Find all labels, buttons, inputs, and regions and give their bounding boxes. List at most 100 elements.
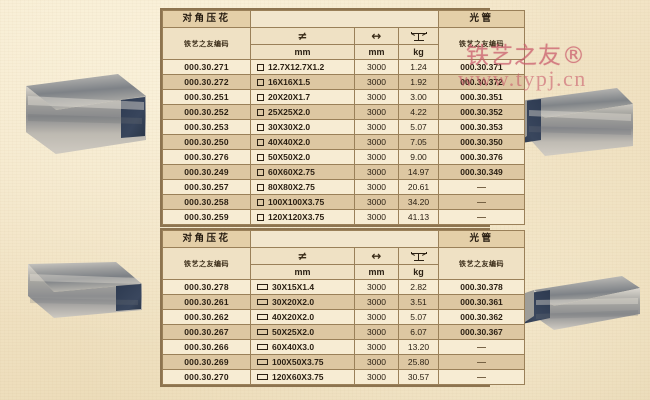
cell-code: 000.30.259 xyxy=(162,209,251,225)
cell-spec-text: 60X40X3.0 xyxy=(272,342,315,352)
header-sub-row: 铁艺之友编码 ≠ ↔ 铁艺之友编码 xyxy=(162,247,526,280)
photo-rect-tube-right xyxy=(510,272,646,358)
cell-weight: 2.82 xyxy=(397,279,440,295)
table-row: 000.30.276 50X50X2.0 3000 9.00 000.30.376 xyxy=(162,149,526,165)
cell-spec: 50X50X2.0 xyxy=(250,149,355,165)
rect-profile-icon xyxy=(257,314,268,321)
header-group-embossed: 对角压花 xyxy=(162,10,251,28)
square-profile-icon xyxy=(257,138,264,146)
header-code-label: 铁艺之友编码 xyxy=(162,27,251,60)
header-code2-label: 铁艺之友编码 xyxy=(438,247,526,280)
table-row: 000.30.271 12.7X12.7X1.2 3000 1.24 000.30.37… xyxy=(162,59,526,75)
rect-profile-icon xyxy=(257,299,268,306)
header-unit-length: mm xyxy=(354,264,399,280)
photo-rect-tube-left xyxy=(12,262,152,352)
header-group-row: 对角压花 光管 xyxy=(162,230,526,248)
table-row: 000.30.257 80X80X2.75 3000 20.61— xyxy=(162,179,526,195)
cell-spec: 30X20X2.0 xyxy=(250,294,355,310)
cell-code-smooth: 000.30.352 xyxy=(438,104,526,120)
table-rect-body: 000.30.278 30X15X1.4 3000 2.82 000.30.378 000… xyxy=(162,279,526,385)
table-row: 000.30.270 120X60X3.75 3000 30.57— xyxy=(162,369,526,385)
cell-code-smooth: 000.30.372 xyxy=(438,74,526,90)
table-row: 000.30.262 40X20X2.0 3000 5.07 000.30.362 xyxy=(162,309,526,325)
cell-code: 000.30.249 xyxy=(162,164,251,180)
cell-code: 000.30.253 xyxy=(162,119,251,135)
cell-spec: 50X25X2.0 xyxy=(250,324,355,340)
header-unit-length: mm xyxy=(354,44,399,60)
table-row: 000.30.269 100X50X3.75 3000 25.80— xyxy=(162,354,526,370)
square-profile-icon xyxy=(257,108,264,116)
cell-spec-text: 60X60X2.75 xyxy=(268,167,315,177)
cell-length: 3000 xyxy=(354,309,399,325)
cell-length: 3000 xyxy=(354,294,399,310)
cell-spec: 80X80X2.75 xyxy=(250,179,355,195)
square-profile-icon xyxy=(257,93,264,101)
cell-spec: 30X30X2.0 xyxy=(250,119,355,135)
header-group-smooth: 光管 xyxy=(438,10,526,28)
header-symbol-weight xyxy=(397,247,440,265)
cell-code-smooth: 000.30.378 xyxy=(438,279,526,295)
cell-spec: 20X20X1.7 xyxy=(250,89,355,105)
cell-spec: 16X16X1.5 xyxy=(250,74,355,90)
cell-weight: 1.24 xyxy=(397,59,440,75)
square-tube-left-svg xyxy=(26,74,146,154)
cell-weight: 6.07 xyxy=(397,324,440,340)
header-symbol-spec: ≠ xyxy=(250,27,355,45)
table-square-head: 对角压花 光管 铁艺之友编码 ≠ ↔ 铁艺之友编码 mm mm k xyxy=(162,10,526,60)
header-group-embossed: 对角压花 xyxy=(162,230,251,248)
cell-spec: 60X60X2.75 xyxy=(250,164,355,180)
scale-icon xyxy=(410,251,427,261)
table-rect: 对角压花 光管 铁艺之友编码 ≠ ↔ 铁艺之友编码 mm mm k xyxy=(162,230,526,385)
cell-spec-text: 120X60X3.75 xyxy=(272,372,324,382)
cell-spec: 30X15X1.4 xyxy=(250,279,355,295)
cell-code: 000.30.278 xyxy=(162,279,251,295)
cell-code-smooth: — xyxy=(438,339,526,355)
rect-tube-right-svg xyxy=(522,276,640,330)
cell-code-smooth: — xyxy=(438,194,526,210)
cell-code-smooth: 000.30.376 xyxy=(438,149,526,165)
table-row: 000.30.252 25X25X2.0 3000 4.22 000.30.352 xyxy=(162,104,526,120)
cell-spec: 25X25X2.0 xyxy=(250,104,355,120)
cell-code: 000.30.270 xyxy=(162,369,251,385)
cell-length: 3000 xyxy=(354,369,399,385)
cell-code-smooth: 000.30.351 xyxy=(438,89,526,105)
table-square: 对角压花 光管 铁艺之友编码 ≠ ↔ 铁艺之友编码 mm mm k xyxy=(162,10,526,225)
cell-spec-text: 20X20X1.7 xyxy=(268,92,311,102)
header-unit-row: mm mm kg xyxy=(163,264,525,280)
cell-code: 000.30.262 xyxy=(162,309,251,325)
cell-spec-text: 80X80X2.75 xyxy=(268,182,315,192)
table-square-body: 000.30.271 12.7X12.7X1.2 3000 1.24 000.30.37… xyxy=(162,59,526,225)
rect-profile-icon xyxy=(257,344,268,351)
table-rect-head: 对角压花 光管 铁艺之友编码 ≠ ↔ 铁艺之友编码 mm mm k xyxy=(162,230,526,280)
cell-length: 3000 xyxy=(354,209,399,225)
header-sub-row: 铁艺之友编码 ≠ ↔ 铁艺之友编码 xyxy=(162,27,526,60)
cell-code-smooth: 000.30.367 xyxy=(438,324,526,340)
cell-weight: 9.00 xyxy=(397,149,440,165)
cell-code-smooth: — xyxy=(438,369,526,385)
cell-spec-text: 50X50X2.0 xyxy=(268,152,311,162)
square-profile-icon xyxy=(257,123,264,131)
cell-code-smooth: — xyxy=(438,179,526,195)
table-row: 000.30.267 50X25X2.0 3000 6.07 000.30.367 xyxy=(162,324,526,340)
header-code-label: 铁艺之友编码 xyxy=(162,247,251,280)
cell-weight: 1.92 xyxy=(397,74,440,90)
header-symbol-length: ↔ xyxy=(354,247,399,265)
header-unit-weight: kg xyxy=(397,44,440,60)
cell-spec: 12.7X12.7X1.2 xyxy=(250,59,355,75)
square-tube-right-svg xyxy=(515,88,633,156)
cell-spec: 40X20X2.0 xyxy=(250,309,355,325)
spec-table-square: 对角压花 光管 铁艺之友编码 ≠ ↔ 铁艺之友编码 mm mm k xyxy=(160,8,526,227)
cell-code: 000.30.261 xyxy=(162,294,251,310)
cell-weight: 25.80 xyxy=(397,354,440,370)
cell-spec-text: 40X20X2.0 xyxy=(272,312,315,322)
cell-code: 000.30.272 xyxy=(162,74,251,90)
cell-length: 3000 xyxy=(354,59,399,75)
cell-code: 000.30.251 xyxy=(162,89,251,105)
cell-spec: 120X60X3.75 xyxy=(250,369,355,385)
cell-weight: 5.07 xyxy=(397,309,440,325)
scale-icon xyxy=(410,31,427,41)
cell-spec-text: 100X100X3.75 xyxy=(268,197,325,207)
cell-length: 3000 xyxy=(354,179,399,195)
cell-weight: 3.51 xyxy=(397,294,440,310)
header-unit-row: mm mm kg xyxy=(163,44,525,60)
